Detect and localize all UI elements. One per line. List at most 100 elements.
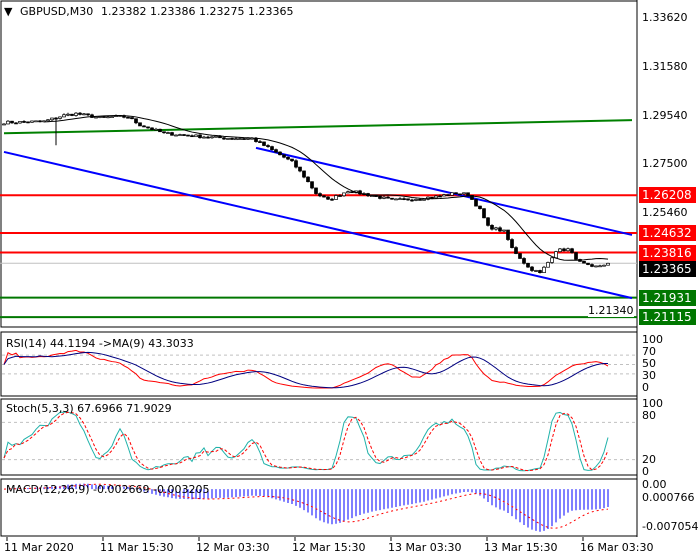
time-axis-label: 12 Mar 15:30 xyxy=(292,541,366,554)
candle-body xyxy=(414,199,418,201)
rsi-axis-label: 0 xyxy=(642,381,649,394)
candle-body xyxy=(402,198,406,200)
candle-body xyxy=(282,154,286,158)
candle-body xyxy=(446,194,450,197)
candle-body xyxy=(310,181,314,189)
candle-body xyxy=(26,121,30,124)
time-axis-label: 13 Mar 15:30 xyxy=(484,541,558,554)
candle-body xyxy=(18,121,22,124)
candle-body xyxy=(502,229,506,232)
candle-body xyxy=(14,122,18,125)
candle-body xyxy=(238,138,242,140)
candle-body xyxy=(466,192,470,196)
candle-body xyxy=(390,197,394,200)
candle-body xyxy=(198,134,202,139)
candle-body xyxy=(126,116,130,119)
candle-body xyxy=(538,270,542,274)
level-price-tag: 1.21115 xyxy=(639,309,696,326)
candle-body xyxy=(494,227,498,230)
candle-body xyxy=(406,198,410,201)
candle-body xyxy=(94,116,98,119)
stoch-axis-label: 100 xyxy=(642,397,663,410)
candle-body xyxy=(170,132,174,136)
candle-body xyxy=(582,261,586,264)
rsi-ma-line xyxy=(3,351,609,389)
candle-body xyxy=(322,195,326,198)
rsi-axis-label: 50 xyxy=(642,357,656,370)
candle-body xyxy=(30,120,34,123)
current-price-tag: 1.23365 xyxy=(639,261,696,278)
candle-body xyxy=(206,136,210,139)
candle-body xyxy=(150,127,154,131)
candle-body xyxy=(386,196,390,199)
candle-body xyxy=(50,117,54,121)
macd-axis-label: -0.007054 xyxy=(642,520,699,533)
candle-body xyxy=(558,248,562,252)
candle-body xyxy=(62,114,66,118)
candle-body xyxy=(350,191,354,194)
rsi-label: RSI(14) 44.1194 ->MA(9) 43.3033 xyxy=(6,337,194,350)
candle-body xyxy=(146,126,150,129)
moving-average-line xyxy=(43,115,609,261)
candle-body xyxy=(102,116,106,118)
candle-body xyxy=(486,217,490,226)
candle-body xyxy=(342,192,346,197)
candle-body xyxy=(182,134,186,136)
macd-label: MACD(12,26,9) -0.002669 -0.003205 xyxy=(6,483,210,496)
candle-body xyxy=(586,262,590,265)
candle-body xyxy=(566,248,570,252)
candle-body xyxy=(418,199,422,201)
candle-body xyxy=(234,138,238,141)
candle-body xyxy=(498,227,502,232)
candle-body xyxy=(370,195,374,197)
stoch-label: Stoch(5,3,3) 67.6966 71.9029 xyxy=(6,402,172,415)
candle-body xyxy=(178,134,182,136)
candle-body xyxy=(242,138,246,140)
candle-body xyxy=(550,257,554,263)
candle-body xyxy=(86,113,90,116)
ohlc-readout: 1.23382 1.23386 1.23275 1.23365 xyxy=(101,5,294,18)
candle-body xyxy=(410,199,414,202)
candle-body xyxy=(458,193,462,196)
candle-body xyxy=(470,195,474,200)
candle-body xyxy=(106,116,110,119)
candle-body xyxy=(574,252,578,260)
price-axis-label: 1.25460 xyxy=(642,206,688,219)
candle-body xyxy=(266,145,270,147)
rsi-axis-label: 100 xyxy=(642,333,663,346)
candle-body xyxy=(142,125,146,128)
candle-body xyxy=(2,123,6,126)
level-price-tag: 1.24632 xyxy=(639,224,696,241)
panel-frame xyxy=(0,0,638,328)
candle-body xyxy=(398,198,402,200)
level-price-tag: 1.21931 xyxy=(639,289,696,306)
candle-body xyxy=(34,120,38,123)
candle-body xyxy=(482,208,486,219)
candle-body xyxy=(270,146,274,151)
rsi-axis-label: 70 xyxy=(642,345,656,358)
candle-body xyxy=(542,266,546,274)
candle-body xyxy=(66,113,70,116)
level-price-tag: 1.26208 xyxy=(639,187,696,204)
stoch-signal-line xyxy=(3,411,609,472)
candle-body xyxy=(554,251,558,259)
candle-body xyxy=(326,196,330,200)
triangle-down-icon[interactable]: ▼ xyxy=(4,5,13,18)
candle-body xyxy=(450,192,454,196)
candle-body xyxy=(38,120,42,123)
time-axis-label: 12 Mar 03:30 xyxy=(196,541,270,554)
candle-body xyxy=(346,191,350,194)
candle-body xyxy=(606,262,610,266)
candle-body xyxy=(78,112,82,115)
candle-body xyxy=(74,112,78,116)
price-axis-label: 1.21340 xyxy=(588,304,634,317)
rsi-axis-label: 30 xyxy=(642,369,656,382)
stoch-axis-label: 0 xyxy=(642,465,649,478)
candle-body xyxy=(598,265,602,268)
candle-body xyxy=(454,192,458,195)
level-price-tag: 1.23816 xyxy=(639,244,696,261)
candle-body xyxy=(594,265,598,268)
macd-signal-line xyxy=(3,483,609,529)
